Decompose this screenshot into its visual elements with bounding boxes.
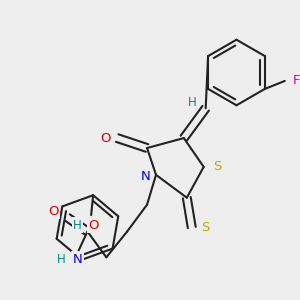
Text: O: O xyxy=(88,218,98,232)
Text: S: S xyxy=(213,160,222,173)
Text: S: S xyxy=(202,221,210,234)
Text: H: H xyxy=(73,218,82,232)
Text: O: O xyxy=(100,132,111,145)
Text: N: N xyxy=(141,170,151,183)
Text: H: H xyxy=(57,253,66,266)
Text: O: O xyxy=(48,205,59,218)
Text: H: H xyxy=(188,96,196,109)
Text: N: N xyxy=(73,253,82,266)
Text: F: F xyxy=(293,74,300,87)
